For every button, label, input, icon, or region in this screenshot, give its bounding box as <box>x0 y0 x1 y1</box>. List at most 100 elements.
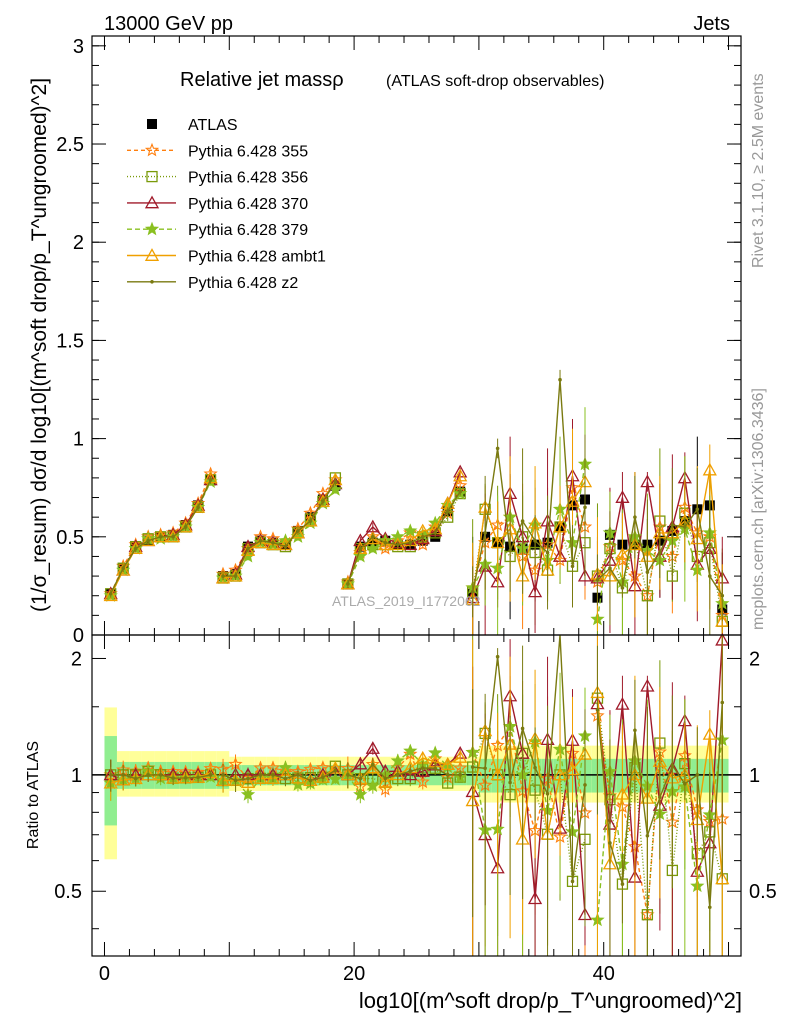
ratio-plot-panel: 0.5 0.51 12 20 20 40 <box>54 36 777 985</box>
ratio-point <box>608 841 612 845</box>
ratio-point <box>333 768 338 773</box>
ratio-point <box>221 773 225 777</box>
ratio-series-line <box>347 763 461 780</box>
ratio-point <box>683 781 687 786</box>
ratio-point <box>520 726 525 731</box>
y-tick-label: 0.5 <box>56 527 84 549</box>
data-point <box>158 535 163 539</box>
legend-item-p379: Pythia 6.428 379 <box>127 221 308 239</box>
legend-item-z2: Pythia 6.428 z2 <box>127 275 298 292</box>
mcplots-source-label: mcplots.cern.ch [arXiv:1306.3436] <box>750 388 767 630</box>
ratio-point <box>645 833 650 838</box>
legend-item-ATLAS: ATLAS <box>147 117 238 134</box>
ratio-point <box>271 773 275 777</box>
legend-item-ambt1: Pythia 6.428 ambt1 <box>127 248 326 266</box>
y-tick-label: 1.5 <box>56 330 84 352</box>
data-point <box>178 519 193 533</box>
x-tick-label: 40 <box>593 963 615 985</box>
data-point <box>570 564 575 569</box>
data-point <box>303 513 318 527</box>
data-point <box>533 538 537 543</box>
ratio-point <box>403 743 418 758</box>
ratio-point <box>552 767 568 781</box>
data-point <box>577 568 593 582</box>
data-point <box>420 535 425 539</box>
ratio-series-line <box>472 634 586 882</box>
data-point <box>470 589 475 594</box>
ratio-point <box>440 757 455 770</box>
data-point <box>702 462 717 476</box>
data-point <box>208 478 213 482</box>
ratio-point <box>121 773 126 777</box>
data-point <box>128 541 143 555</box>
y-tick-label: 2.5 <box>56 134 84 156</box>
data-point <box>271 540 275 545</box>
data-point <box>283 544 288 549</box>
ratio-point <box>358 776 363 781</box>
ratio-point <box>415 764 430 777</box>
chart-subtitle: (ATLAS soft-drop observables) <box>386 73 604 90</box>
ratio-point <box>490 767 505 781</box>
data-point <box>595 578 600 582</box>
data-point <box>378 537 393 551</box>
ratio-point <box>658 795 662 800</box>
data-point <box>296 529 300 533</box>
ratio-y-tick-label-right: 1 <box>749 765 760 787</box>
data-point <box>458 489 462 494</box>
series-line <box>347 475 461 585</box>
ratio-point <box>365 741 380 754</box>
data-point <box>190 500 206 513</box>
ratio-point <box>371 762 375 767</box>
ratio-point <box>707 905 712 910</box>
legend: ATLAS Pythia 6.428 355 Pythia 6.428 356 Pyt… <box>127 117 326 292</box>
legend-label: Pythia 6.428 379 <box>188 222 308 239</box>
data-point <box>315 494 330 507</box>
ratio-point <box>695 773 700 777</box>
data-point <box>633 515 637 519</box>
ratio-series-z2 <box>108 634 725 956</box>
legend-marker <box>144 248 160 261</box>
data-point <box>483 531 487 535</box>
ratio-point <box>108 773 113 777</box>
ratio-point <box>495 654 500 659</box>
ratio-point <box>720 700 725 705</box>
legend-label: Pythia 6.428 355 <box>188 143 308 160</box>
ratio-point <box>171 776 175 780</box>
data-point <box>258 538 263 543</box>
ratio-point <box>570 879 575 884</box>
ratio-y-tick-label-right: 2 <box>749 648 760 670</box>
legend-item-p356: Pythia 6.428 356 <box>127 170 308 187</box>
data-point <box>545 550 550 555</box>
chart-title: Relative jet massρ <box>180 69 344 91</box>
data-point <box>620 586 625 590</box>
data-point <box>490 535 505 549</box>
series-line <box>472 481 586 600</box>
ratio-series-line <box>472 726 586 833</box>
ratio-point <box>470 765 475 769</box>
ratio-point <box>240 787 256 801</box>
header-right: Jets <box>693 13 730 35</box>
x-tick-label: 0 <box>99 963 110 985</box>
ratio-y-tick-label-right: 0.5 <box>749 881 777 903</box>
data-point <box>358 546 363 551</box>
ratio-series-line <box>222 769 336 782</box>
data-point <box>658 550 662 555</box>
ratio-point <box>158 773 163 777</box>
data-point <box>645 570 650 574</box>
ratio-point <box>328 771 343 786</box>
data-point <box>121 566 126 571</box>
rivet-version-label: Rivet 3.1.10, ≥ 2.5M events <box>750 73 767 268</box>
y-tick-label: 3 <box>73 36 84 58</box>
data-point <box>453 468 468 482</box>
data-point <box>346 582 350 586</box>
series-z2 <box>108 369 725 635</box>
ratio-point <box>565 762 580 776</box>
ratio-point <box>246 776 250 781</box>
legend-item-p355: Pythia 6.428 355 <box>127 142 308 160</box>
ratio-point <box>702 727 717 740</box>
data-point <box>508 548 512 553</box>
ratio-point <box>283 776 288 781</box>
y-tick-label: 0 <box>73 625 84 647</box>
ratio-point <box>378 774 393 788</box>
data-point <box>333 480 338 484</box>
